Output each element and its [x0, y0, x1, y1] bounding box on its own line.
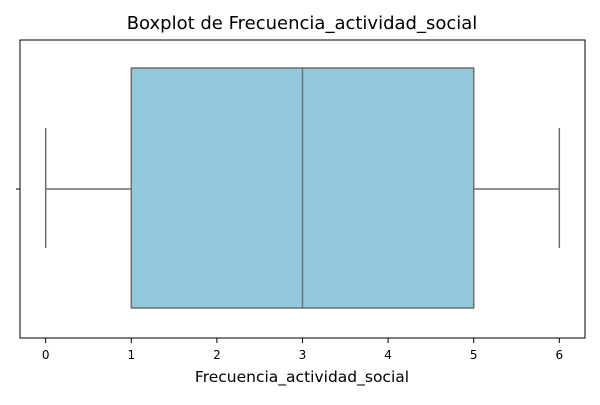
x-tick-label: 1	[127, 348, 135, 362]
x-axis-ticks: 0 1 2 3 4 5 6	[16, 188, 563, 362]
x-tick-label: 4	[384, 348, 392, 362]
x-tick-label: 3	[299, 348, 307, 362]
x-tick-label: 5	[470, 348, 478, 362]
x-tick-label: 2	[213, 348, 221, 362]
plot-area	[19, 39, 586, 339]
chart-title: Boxplot de Frecuencia_actividad_social	[127, 13, 478, 34]
x-axis-label: Frecuencia_actividad_social	[195, 368, 409, 387]
x-tick-label: 6	[555, 348, 563, 362]
x-tick-label: 0	[42, 348, 50, 362]
